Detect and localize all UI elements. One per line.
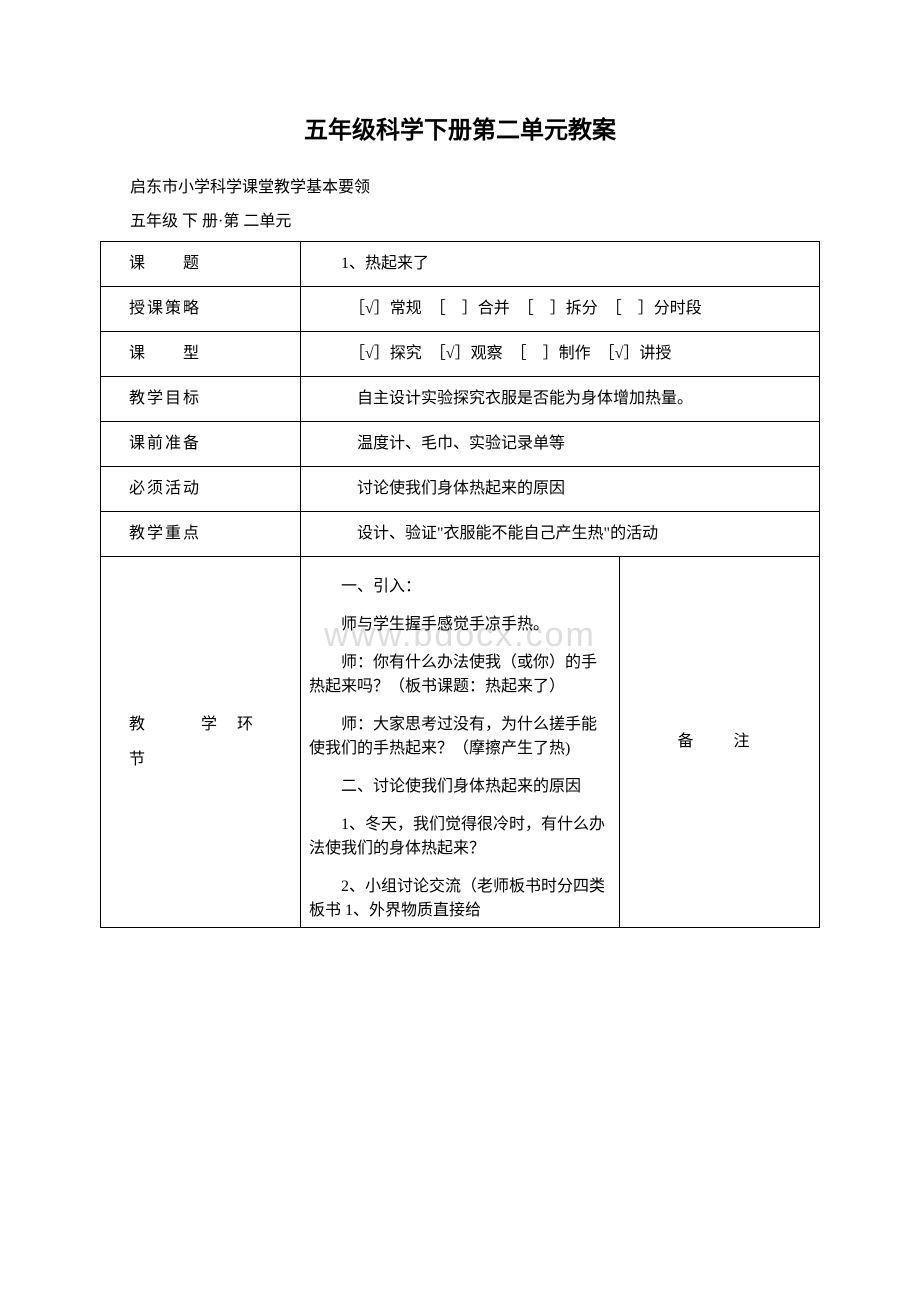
table-row: 授课策略 ［√］常规 ［ ］合并 ［ ］拆分 ［ ］分时段 <box>101 287 820 332</box>
row-value: ［√］常规 ［ ］合并 ［ ］拆分 ［ ］分时段 <box>301 287 820 332</box>
row-value: 设计、验证"衣服能不能自己产生热"的活动 <box>301 512 820 557</box>
teaching-paragraph: 2、小组讨论交流（老师板书时分四类板书 1、外界物质直接给 <box>309 875 611 923</box>
table-row: 课 题 1、热起来了 <box>101 242 820 287</box>
notes-label: 备 注 <box>620 557 820 928</box>
teaching-paragraph: 师与学生握手感觉手凉手热。 <box>309 613 611 637</box>
row-label: 课 型 <box>101 332 301 377</box>
teaching-paragraph: 1、冬天，我们觉得很冷时，有什么办法使我们的身体热起来？ <box>309 813 611 861</box>
row-label: 授课策略 <box>101 287 301 332</box>
intro-line-1: 启东市小学科学课堂教学基本要领 <box>100 173 820 197</box>
teaching-section-row: 教 学 环 节 一、引入： 师与学生握手感觉手凉手热。 师：你有什么办法使我（或… <box>101 557 820 928</box>
table-row: 教学重点 设计、验证"衣服能不能自己产生热"的活动 <box>101 512 820 557</box>
lesson-plan-table: 课 题 1、热起来了 授课策略 ［√］常规 ［ ］合并 ［ ］拆分 ［ ］分时段… <box>100 241 820 928</box>
table-row: 教学目标 自主设计实验探究衣服是否能为身体增加热量。 <box>101 377 820 422</box>
teaching-content: 一、引入： 师与学生握手感觉手凉手热。 师：你有什么办法使我（或你）的手热起来吗… <box>301 557 620 928</box>
teaching-paragraph: 师：你有什么办法使我（或你）的手热起来吗？（板书课题：热起来了） <box>309 651 611 699</box>
row-label: 必须活动 <box>101 467 301 512</box>
teaching-paragraph: 一、引入： <box>309 575 611 599</box>
row-label: 教学重点 <box>101 512 301 557</box>
table-row: 课前准备 温度计、毛巾、实验记录单等 <box>101 422 820 467</box>
row-value: ［√］探究 ［√］观察 ［ ］制作 ［√］讲授 <box>301 332 820 377</box>
row-value: 温度计、毛巾、实验记录单等 <box>301 422 820 467</box>
table-row: 必须活动 讨论使我们身体热起来的原因 <box>101 467 820 512</box>
row-label: 课前准备 <box>101 422 301 467</box>
teaching-paragraph: 师：大家思考过没有，为什么搓手能使我们的手热起来？（摩擦产生了热) <box>309 713 611 761</box>
row-value: 1、热起来了 <box>301 242 820 287</box>
row-value: 自主设计实验探究衣服是否能为身体增加热量。 <box>301 377 820 422</box>
teaching-section-label: 教 学 环 节 <box>101 557 301 928</box>
row-label: 教学目标 <box>101 377 301 422</box>
intro-line-2: 五年级 下 册·第 二单元 <box>100 207 820 231</box>
row-value: 讨论使我们身体热起来的原因 <box>301 467 820 512</box>
teaching-paragraph: 二、讨论使我们身体热起来的原因 <box>309 775 611 799</box>
row-label: 课 题 <box>101 242 301 287</box>
page-title: 五年级科学下册第二单元教案 <box>100 110 820 145</box>
table-row: 课 型 ［√］探究 ［√］观察 ［ ］制作 ［√］讲授 <box>101 332 820 377</box>
